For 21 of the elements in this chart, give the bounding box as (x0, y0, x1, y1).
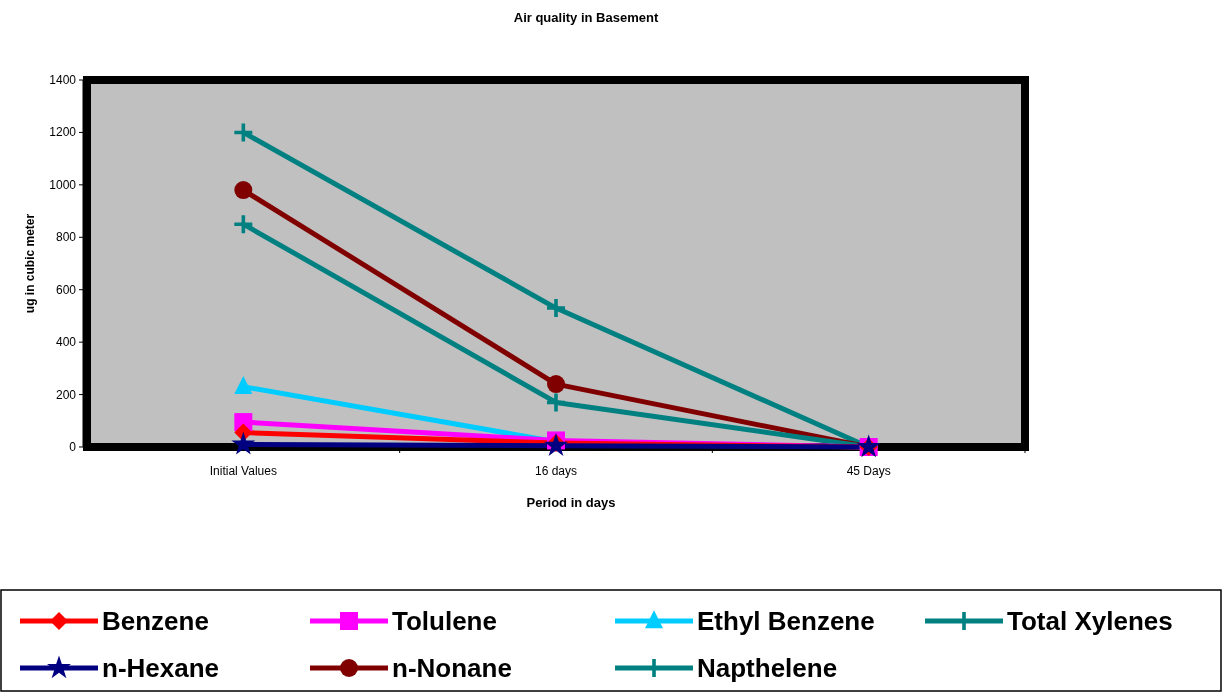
x-tick-label: 16 days (534, 464, 578, 478)
legend-label: n-Hexane (102, 653, 220, 683)
legend-label: Napthelene (697, 653, 838, 683)
y-tick-label: 1000 (49, 177, 77, 192)
y-tick-label: 200 (55, 387, 77, 402)
legend-label: Total Xylenes (1007, 606, 1173, 636)
y-tick-label: 1400 (49, 73, 77, 87)
y-axis-title: ug in cubic meter (23, 213, 37, 314)
legend-label: Tolulene (392, 606, 497, 636)
y-tick-label: 1200 (49, 125, 77, 140)
x-axis-title: Period in days (526, 495, 616, 510)
chart-title: Air quality in Basement (513, 10, 659, 25)
legend-label: n-Nonane (392, 653, 512, 683)
legend-label: Ethyl Benzene (697, 606, 875, 636)
legend-label: Benzene (102, 606, 209, 636)
x-tick-label: Initial Values (209, 464, 277, 478)
y-tick-label: 0 (69, 440, 77, 454)
y-tick-label: 400 (55, 335, 77, 350)
y-tick-label: 600 (55, 282, 77, 297)
x-tick-label: 45 Days (846, 464, 891, 478)
y-tick-label: 800 (55, 230, 77, 245)
